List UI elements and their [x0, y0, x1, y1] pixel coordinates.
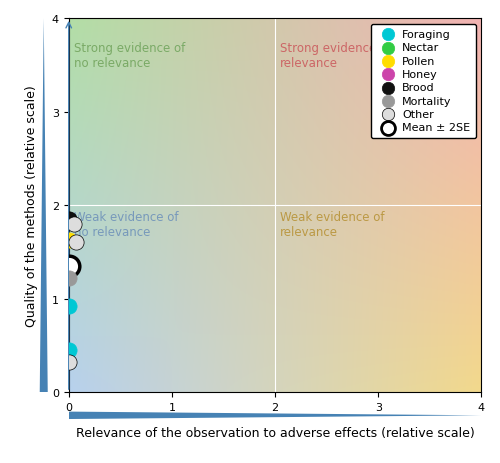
Point	[64, 359, 72, 366]
X-axis label: Relevance of the observation to adverse effects (relative scale): Relevance of the observation to adverse …	[76, 426, 474, 439]
Polygon shape	[68, 412, 482, 419]
Point	[72, 239, 80, 247]
Point	[70, 220, 78, 228]
Text: Strong evidence of
no relevance: Strong evidence of no relevance	[74, 42, 185, 70]
Point	[64, 303, 72, 310]
Text: Strong evidence of
relevance: Strong evidence of relevance	[280, 42, 392, 70]
Legend: Foraging, Nectar, Pollen, Honey, Brood, Mortality, Other, Mean ± 2SE: Foraging, Nectar, Pollen, Honey, Brood, …	[371, 25, 476, 139]
Y-axis label: Quality of the methods (relative scale): Quality of the methods (relative scale)	[25, 85, 38, 326]
Point	[64, 263, 72, 270]
Text: Weak evidence of
relevance: Weak evidence of relevance	[280, 210, 384, 238]
Point	[64, 347, 72, 354]
Point	[64, 237, 72, 244]
Polygon shape	[40, 19, 48, 392]
Point	[64, 216, 72, 223]
Text: Weak evidence of
no relevance: Weak evidence of no relevance	[74, 210, 178, 238]
Point	[64, 275, 72, 282]
